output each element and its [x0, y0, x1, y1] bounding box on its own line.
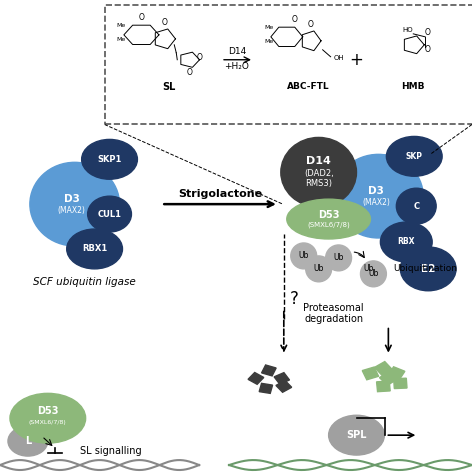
Text: D14: D14 — [306, 156, 331, 166]
Text: SPL: SPL — [346, 430, 367, 440]
Polygon shape — [271, 27, 303, 46]
Polygon shape — [404, 36, 424, 54]
Text: SL: SL — [163, 82, 176, 91]
Ellipse shape — [287, 199, 371, 239]
Polygon shape — [380, 372, 397, 385]
Text: Proteasomal
degradation: Proteasomal degradation — [303, 303, 364, 325]
Polygon shape — [155, 29, 175, 49]
Text: ?: ? — [289, 290, 298, 308]
Text: (SMXL6/7/8): (SMXL6/7/8) — [307, 222, 350, 228]
Circle shape — [361, 261, 386, 287]
Ellipse shape — [396, 188, 436, 224]
Text: Ub: Ub — [363, 264, 374, 273]
Text: D53: D53 — [37, 406, 59, 416]
Text: ABC-FTL: ABC-FTL — [287, 82, 330, 91]
Ellipse shape — [8, 426, 48, 456]
Text: L: L — [25, 436, 31, 446]
Circle shape — [306, 256, 332, 282]
Text: E2: E2 — [421, 264, 436, 274]
Text: C: C — [413, 201, 419, 210]
Polygon shape — [181, 52, 200, 67]
Text: SKP: SKP — [406, 152, 423, 161]
Text: HO: HO — [402, 27, 412, 33]
Circle shape — [291, 243, 317, 269]
Text: Ub: Ub — [299, 251, 309, 260]
Ellipse shape — [30, 162, 119, 246]
Ellipse shape — [386, 137, 442, 176]
Polygon shape — [393, 378, 407, 389]
Ellipse shape — [10, 393, 86, 443]
Ellipse shape — [328, 415, 384, 455]
Text: Ub: Ub — [333, 254, 344, 263]
Text: Strigolactone: Strigolactone — [178, 189, 262, 199]
Polygon shape — [248, 373, 264, 384]
Text: O: O — [186, 68, 192, 77]
Text: CUL1: CUL1 — [98, 210, 121, 219]
Ellipse shape — [82, 139, 137, 179]
Text: SCF ubiquitin ligase: SCF ubiquitin ligase — [33, 277, 136, 287]
Bar — [105, 5, 473, 125]
Text: SKP1: SKP1 — [97, 155, 122, 164]
Text: O: O — [161, 18, 167, 27]
Text: O: O — [138, 13, 145, 22]
Text: Ubiquitination: Ubiquitination — [393, 264, 457, 273]
Text: Ub: Ub — [313, 264, 324, 273]
Text: D3: D3 — [368, 186, 384, 196]
Text: RMS3): RMS3) — [305, 179, 332, 188]
Text: O: O — [424, 28, 430, 37]
Text: D14: D14 — [228, 47, 246, 56]
Polygon shape — [362, 367, 379, 380]
Ellipse shape — [67, 229, 122, 269]
Ellipse shape — [381, 222, 432, 262]
Ellipse shape — [401, 247, 456, 291]
Text: Me: Me — [264, 25, 273, 30]
Polygon shape — [374, 362, 392, 375]
Text: +: + — [349, 51, 364, 69]
Polygon shape — [302, 31, 321, 51]
Text: +H₂O: +H₂O — [225, 62, 249, 71]
Text: Ub: Ub — [368, 269, 379, 278]
Text: (SMXL6/7/8): (SMXL6/7/8) — [29, 419, 67, 425]
Ellipse shape — [334, 155, 423, 238]
Text: (DAD2,: (DAD2, — [304, 169, 334, 178]
Polygon shape — [259, 383, 273, 393]
Text: RBX1: RBX1 — [82, 245, 107, 254]
Text: O: O — [196, 53, 202, 62]
Text: (MAX2): (MAX2) — [58, 206, 86, 215]
Text: HMB: HMB — [401, 82, 425, 91]
Text: Me: Me — [117, 23, 126, 28]
Text: Me: Me — [264, 39, 273, 44]
Text: OH: OH — [334, 55, 344, 61]
Polygon shape — [276, 381, 292, 392]
Polygon shape — [274, 373, 290, 384]
Text: O: O — [292, 16, 298, 25]
Text: RBX: RBX — [398, 237, 415, 246]
Text: D3: D3 — [64, 194, 80, 204]
Polygon shape — [124, 25, 159, 45]
Ellipse shape — [88, 196, 131, 232]
Text: Me: Me — [117, 37, 126, 42]
Polygon shape — [262, 365, 276, 376]
Text: O: O — [308, 20, 314, 29]
Polygon shape — [388, 367, 405, 380]
Ellipse shape — [281, 137, 356, 207]
Polygon shape — [376, 381, 390, 392]
Text: SL signalling: SL signalling — [80, 446, 141, 456]
Text: (MAX2): (MAX2) — [363, 198, 391, 207]
Circle shape — [326, 245, 352, 271]
Text: O: O — [424, 46, 430, 55]
Text: D53: D53 — [318, 210, 339, 220]
